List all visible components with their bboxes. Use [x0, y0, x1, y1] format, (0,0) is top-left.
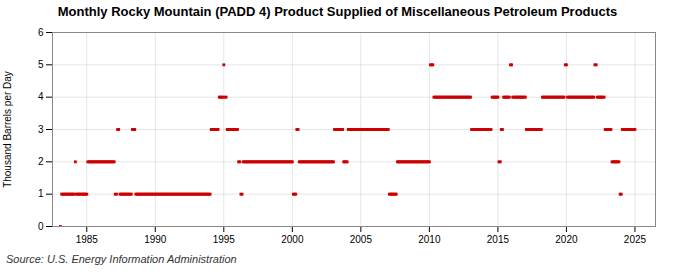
svg-text:1985: 1985	[76, 234, 99, 245]
svg-text:2020: 2020	[555, 234, 578, 245]
html-text:Source: U.S. Energy Informatio: Source: U.S. Energy Information Administ…	[6, 253, 237, 265]
svg-text:1: 1	[38, 188, 44, 199]
svg-text:2005: 2005	[350, 234, 373, 245]
svg-text:5: 5	[38, 59, 44, 70]
svg-text:2015: 2015	[487, 234, 510, 245]
svg-text:2000: 2000	[281, 234, 304, 245]
svg-text:3: 3	[38, 124, 44, 135]
svg-text:4: 4	[38, 91, 44, 102]
svg-text:1990: 1990	[144, 234, 167, 245]
svg-text:2: 2	[38, 156, 44, 167]
html-text:Monthly Rocky Mountain (PADD 4: Monthly Rocky Mountain (PADD 4) Product …	[57, 4, 618, 19]
svg-text:2010: 2010	[418, 234, 441, 245]
svg-text:1995: 1995	[213, 234, 236, 245]
svg-text:Thousand Barrels per Day: Thousand Barrels per Day	[2, 71, 13, 188]
svg-text:6: 6	[38, 27, 44, 38]
svg-text:2025: 2025	[624, 234, 647, 245]
svg-text:0: 0	[38, 221, 44, 232]
